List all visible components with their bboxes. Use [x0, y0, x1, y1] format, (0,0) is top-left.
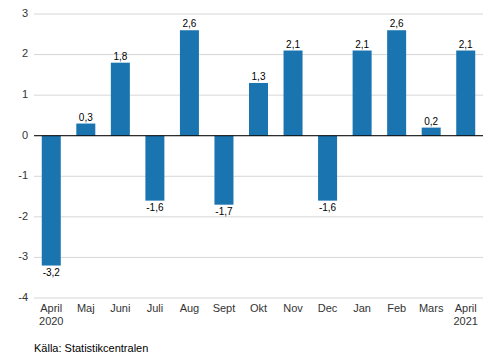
- data-label: 2,1: [459, 39, 473, 50]
- bar: [76, 124, 95, 136]
- zero-line: [34, 135, 483, 136]
- bar: [353, 51, 372, 136]
- grid-line: [34, 14, 483, 15]
- bar: [145, 136, 164, 201]
- x-tick-label: Sept: [213, 302, 236, 314]
- y-tick-label: 3: [22, 7, 28, 19]
- data-label: 2,6: [390, 18, 404, 29]
- grid: [34, 14, 483, 298]
- bars: [42, 30, 475, 265]
- data-label: 0,2: [424, 116, 438, 127]
- footer: Källa: Statistikcentralen: [34, 342, 148, 354]
- grid-line: [34, 216, 483, 217]
- bar: [422, 128, 441, 136]
- data-label: -1,6: [319, 202, 337, 213]
- bar: [456, 51, 475, 136]
- y-tick-label: -3: [18, 250, 28, 262]
- bar: [318, 136, 337, 201]
- bar: [42, 136, 61, 266]
- x-tick-label: Nov: [283, 302, 303, 314]
- x-tick-label: Okt: [250, 302, 267, 314]
- y-tick-label: -1: [18, 169, 28, 181]
- grid-line: [34, 298, 483, 299]
- x-tick-label: Jan: [353, 302, 371, 314]
- data-label: 1,8: [113, 51, 127, 62]
- y-tick-label: 2: [22, 47, 28, 59]
- bar: [214, 136, 233, 205]
- bar: [180, 30, 199, 135]
- grid-line: [34, 257, 483, 258]
- chart: -4 -3 -2 -1 0 1 2 3 -3,2 0,3 1,8 -1,6 2,6 -1,7 1,3 2,1 -…: [0, 0, 493, 360]
- y-tick-label: 0: [22, 129, 28, 141]
- data-label: 2,1: [286, 39, 300, 50]
- bar: [249, 83, 268, 136]
- x-tick-label: Juni: [110, 302, 130, 314]
- x-tick-label: Feb: [387, 302, 406, 314]
- data-label: 2,6: [182, 18, 196, 29]
- x-tick-label: Dec: [318, 302, 338, 314]
- x-tick-label: Juli: [147, 302, 164, 314]
- data-label: -3,2: [43, 267, 61, 278]
- grid-line: [34, 176, 483, 177]
- bar: [284, 51, 303, 136]
- bar: [387, 30, 406, 135]
- x-tick-label: April2021: [453, 302, 477, 327]
- grid-line: [34, 135, 483, 136]
- x-tick-label: Mars: [419, 302, 444, 314]
- x-tick-label: Maj: [77, 302, 95, 314]
- data-label: -1,7: [215, 206, 233, 217]
- x-tick-label: Aug: [180, 302, 200, 314]
- y-tick-label: 1: [22, 88, 28, 100]
- y-tick-label: -2: [18, 210, 28, 222]
- data-label: 1,3: [252, 71, 266, 82]
- data-label: -1,6: [146, 202, 164, 213]
- x-tick-label: April2020: [39, 302, 63, 327]
- data-label: 0,3: [79, 112, 93, 123]
- bar: [111, 63, 130, 136]
- grid-line: [34, 54, 483, 55]
- data-label: 2,1: [355, 39, 369, 50]
- y-tick-label: -4: [18, 291, 28, 303]
